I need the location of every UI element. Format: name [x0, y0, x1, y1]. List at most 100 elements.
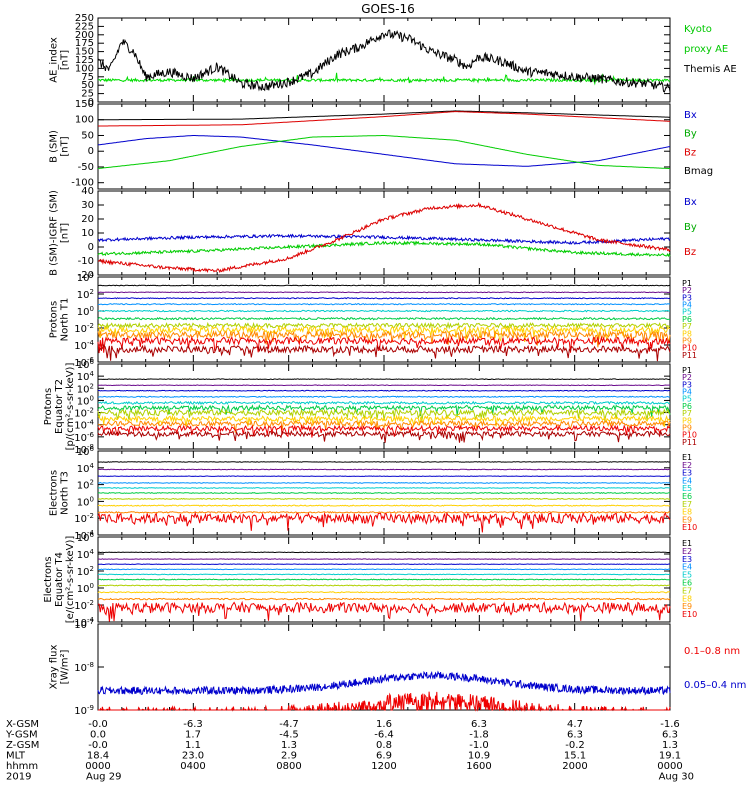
legend-label: Themis AE	[683, 64, 737, 75]
series-line	[97, 284, 671, 287]
footer-value: 6.3	[567, 730, 583, 741]
legend-label: E8	[682, 508, 692, 517]
y-tick-label: 100	[75, 115, 94, 126]
series-line	[97, 551, 670, 554]
y-tick-label: 106	[77, 531, 95, 544]
legend-label: P1	[682, 279, 692, 288]
series-line	[97, 558, 671, 560]
footer-row-label: hhmm	[6, 761, 38, 772]
legend-label: E9	[682, 602, 692, 611]
y-tick-label: 100	[77, 582, 94, 595]
y-tick-label: 10-2	[74, 512, 94, 525]
y-tick-label: 25	[81, 89, 94, 100]
y-axis-label: North T1	[60, 298, 71, 342]
legend-label: P2	[682, 286, 692, 295]
footer-value: -4.5	[279, 730, 299, 741]
series-line	[98, 691, 671, 712]
footer-row-label: Y-GSM	[5, 730, 38, 741]
series-line	[97, 468, 670, 471]
y-tick-label: 175	[75, 38, 94, 49]
panel-frame	[97, 17, 671, 103]
series-line	[97, 135, 670, 169]
y-axis-label: Protons	[49, 301, 60, 338]
legend-label: P8	[682, 416, 692, 425]
ephemeris-footer: X-GSM -0.0 -6.3 -4.7 1.6 6.3 4.7 -1.6Y-GSM 0.0 1.…	[5, 719, 694, 783]
y-tick-label: 50	[81, 130, 94, 141]
footer-value: 15.1	[564, 751, 586, 762]
legend-label: P1	[682, 366, 692, 375]
y-tick-label: 100	[75, 63, 94, 74]
series-line	[97, 419, 671, 433]
legend-label: E1	[682, 453, 692, 462]
series-line	[97, 573, 671, 576]
legend-label: P2	[682, 373, 692, 382]
y-tick-label: 102	[77, 565, 94, 578]
footer-value: -1.6	[660, 719, 680, 730]
series-line	[97, 600, 671, 622]
footer-row-label: X-GSM	[6, 719, 39, 730]
y-tick-label: -100	[71, 178, 94, 189]
y-tick-label: 10-2	[74, 322, 94, 335]
series-line	[97, 29, 671, 93]
y-tick-label: 104	[77, 370, 95, 383]
y-tick-label: 100	[77, 305, 94, 318]
legend-label: P9	[682, 336, 692, 345]
series-line	[97, 563, 670, 566]
y-tick-label: -50	[78, 162, 94, 173]
series-line	[97, 291, 671, 294]
y-axis-label: B (SM)-IGRF (SM)	[49, 190, 60, 276]
legend-label: E1	[682, 539, 692, 548]
legend-label: 0.1–0.8 nm	[684, 646, 740, 657]
legend-label: E2	[682, 547, 692, 556]
y-tick-label: 104	[77, 271, 95, 284]
footer-value: -6.4	[374, 730, 394, 741]
footer-value: 0000	[657, 761, 682, 772]
legend-label: P6	[682, 402, 692, 411]
y-tick-label: 150	[75, 99, 94, 110]
y-axis-label: [e/(cm²-s-sr-keV)]	[65, 536, 76, 624]
legend-label: E5	[682, 484, 692, 493]
y-axis-label: Electrons	[49, 470, 60, 516]
y-axis-label: [nT]	[60, 50, 71, 70]
legend-label: P6	[682, 315, 692, 324]
y-axis-label: [p/(cm²-s-sr-keV)]	[65, 363, 76, 451]
series-line	[97, 407, 671, 422]
y-tick-label: 102	[77, 288, 94, 301]
y-tick-label: -10	[78, 256, 94, 267]
y-axis-label: B (SM)	[49, 130, 60, 163]
footer-value: -6.3	[183, 719, 203, 730]
footer-value: 0000	[85, 761, 110, 772]
footer-value: 6.3	[471, 719, 487, 730]
legend-label: Kyoto	[684, 24, 712, 35]
legend-label: P5	[682, 308, 692, 317]
series-line	[97, 511, 671, 533]
footer-value: 1200	[371, 761, 396, 772]
series-line	[97, 461, 671, 463]
legend-label: P11	[682, 438, 697, 447]
footer-value: 1.6	[376, 719, 392, 730]
legend-label: E3	[682, 469, 692, 478]
series-line	[97, 487, 671, 489]
panel-frame	[97, 190, 671, 276]
y-tick-label: 40	[81, 186, 94, 197]
y-tick-label: 225	[75, 21, 94, 32]
series-line	[98, 378, 671, 381]
series-line	[97, 389, 671, 392]
y-tick-label: 10-2	[74, 407, 94, 420]
y-tick-label: 0	[88, 146, 94, 157]
legend-label: E10	[682, 610, 697, 619]
y-axis-label: Xray flux	[49, 645, 60, 690]
legend-label: P4	[682, 388, 692, 397]
series-line	[97, 584, 671, 587]
footer-value: 6.9	[376, 751, 392, 762]
y-tick-label: 106	[77, 358, 95, 371]
y-axis-label: AE_index	[49, 37, 60, 83]
y-tick-label: 100	[77, 495, 94, 508]
y-tick-label: 104	[77, 462, 95, 475]
series-line	[97, 297, 671, 300]
y-tick-label: 0	[88, 97, 94, 108]
legend-label: Bx	[684, 197, 697, 208]
series-line	[97, 504, 671, 507]
legend-label: E4	[682, 476, 692, 485]
